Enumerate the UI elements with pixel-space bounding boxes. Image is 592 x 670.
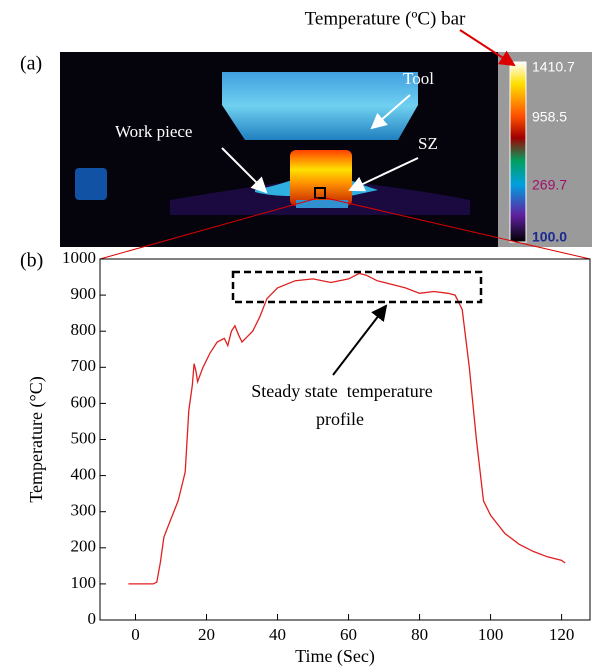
- y-tick-label: 1000: [62, 248, 96, 267]
- sz-label: SZ: [418, 134, 438, 153]
- panel-label: (b): [20, 250, 43, 272]
- figure: (a) Temperature (ºC) bar 1410.7 958.5 26…: [0, 0, 592, 670]
- x-tick-label: 20: [198, 625, 215, 644]
- annotation: profile: [316, 409, 364, 429]
- annotation-arrow: [333, 306, 386, 375]
- y-tick-label: 200: [71, 537, 97, 556]
- y-tick-label: 600: [71, 392, 97, 411]
- x-tick-label: 40: [269, 625, 286, 644]
- x-axis-label: Time (Sec): [295, 646, 375, 667]
- y-tick-label: 400: [71, 465, 97, 484]
- annotation: Steady state temperature: [251, 381, 432, 401]
- colorbar-label: 1410.7: [532, 59, 575, 75]
- y-tick-label: 800: [71, 320, 97, 339]
- steady-state-box: [233, 272, 481, 302]
- y-tick-label: 100: [71, 573, 97, 592]
- x-tick-label: 120: [549, 625, 575, 644]
- y-axis-label: Temperature (°C): [26, 376, 47, 502]
- line-chart: 0 100 200 300 400 500 600 700 800 900 1000 0 20 40 60 8…: [20, 248, 590, 667]
- colorbar-label: 958.5: [532, 109, 567, 125]
- colorbar-label: 269.7: [532, 177, 567, 193]
- colorbar-label: 100.0: [532, 229, 567, 245]
- x-tick-label: 60: [340, 625, 357, 644]
- y-tick-label: 900: [71, 284, 97, 303]
- colorbar-title: Temperature (ºC) bar: [305, 8, 466, 29]
- x-tick-label: 100: [478, 625, 504, 644]
- x-tick-label: 0: [131, 625, 140, 644]
- x-tick-label: 80: [411, 625, 428, 644]
- panel-label: (a): [20, 53, 42, 75]
- y-tick-label: 300: [71, 501, 97, 520]
- y-tick-label: 0: [88, 609, 97, 628]
- colorbar: [498, 52, 592, 247]
- y-tick-label: 500: [71, 428, 97, 447]
- work-piece-label: Work piece: [115, 122, 192, 141]
- tool-label: Tool: [403, 69, 434, 88]
- y-tick-label: 700: [71, 356, 97, 375]
- plot-frame: [100, 259, 590, 620]
